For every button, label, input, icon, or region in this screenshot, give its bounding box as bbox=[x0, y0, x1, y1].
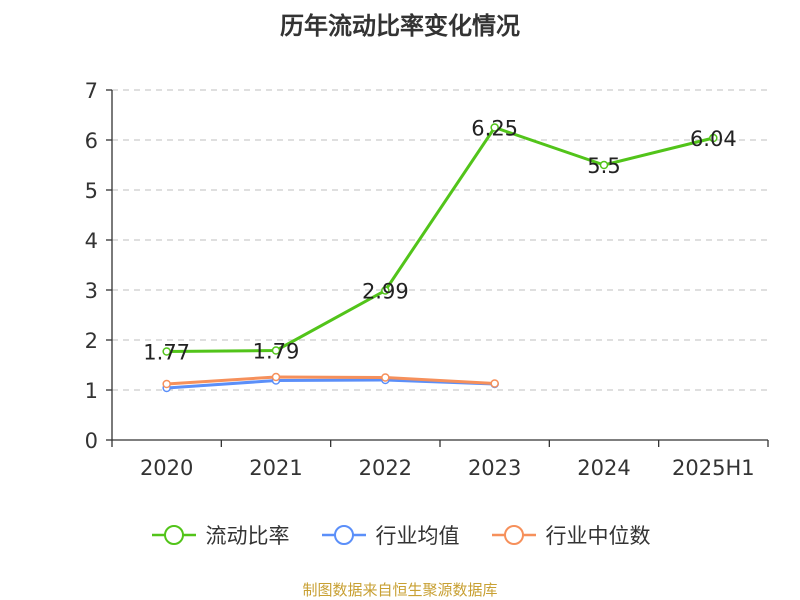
data-point bbox=[162, 347, 171, 356]
x-tick-label: 2024 bbox=[577, 456, 630, 480]
x-tick-label: 2025H1 bbox=[672, 456, 755, 480]
y-tick-label: 6 bbox=[85, 129, 98, 153]
y-tick-label: 4 bbox=[85, 229, 98, 253]
y-tick-label: 0 bbox=[85, 429, 98, 453]
grid-lines bbox=[112, 89, 768, 391]
data-label: 1.77 bbox=[143, 341, 190, 365]
legend-item[interactable]: 行业均值 bbox=[320, 520, 460, 550]
x-tick-label: 2020 bbox=[140, 456, 193, 480]
data-point bbox=[490, 123, 499, 132]
data-label: 1.79 bbox=[253, 340, 300, 364]
legend-label: 流动比率 bbox=[205, 524, 290, 548]
series-lines bbox=[162, 123, 718, 393]
x-tick-label: 2023 bbox=[468, 456, 521, 480]
y-tick-label: 1 bbox=[85, 379, 98, 403]
legend-line-circle-icon bbox=[151, 525, 196, 545]
legend-label: 行业中位数 bbox=[545, 524, 651, 548]
y-tick-label: 7 bbox=[85, 79, 98, 103]
data-label: 6.25 bbox=[471, 117, 518, 141]
data-point bbox=[162, 379, 171, 389]
data-label: 2.99 bbox=[362, 280, 409, 304]
source-note: 制图数据来自恒生聚源数据库 bbox=[302, 581, 498, 599]
legend-item[interactable]: 行业中位数 bbox=[490, 520, 651, 550]
legend-label: 行业均值 bbox=[375, 524, 460, 548]
chart-title: 历年流动比率变化情况 bbox=[280, 12, 520, 40]
data-point bbox=[709, 133, 718, 143]
y-tick-label: 3 bbox=[85, 279, 98, 303]
data-point bbox=[599, 160, 609, 170]
legend-line-circle-icon bbox=[321, 525, 366, 545]
data-label: 5.5 bbox=[587, 154, 620, 178]
x-tick-label: 2021 bbox=[249, 456, 302, 480]
y-tick-label: 2 bbox=[85, 329, 98, 353]
series-line-2 bbox=[166, 375, 495, 386]
data-point bbox=[271, 346, 281, 355]
legend: 流动比率 行业均值 行业中位数 bbox=[0, 520, 800, 550]
data-label: 6.04 bbox=[690, 127, 737, 151]
x-tick-label: 2022 bbox=[359, 456, 412, 480]
y-tick-label: 5 bbox=[85, 179, 98, 203]
data-point bbox=[271, 372, 281, 382]
legend-item[interactable]: 流动比率 bbox=[150, 520, 290, 550]
legend-line-circle-icon bbox=[491, 525, 536, 545]
series-line-0 bbox=[166, 126, 714, 353]
data-point bbox=[381, 373, 390, 382]
data-point bbox=[381, 286, 390, 295]
data-point bbox=[490, 379, 499, 388]
axes: 0 1 2 3 4 5 6 7 2020 2021 2022 2023 2024 2025H1 bbox=[85, 79, 769, 480]
data-labels: 1.77 1.79 2.99 6.25 5.5 6.04 bbox=[143, 117, 736, 365]
